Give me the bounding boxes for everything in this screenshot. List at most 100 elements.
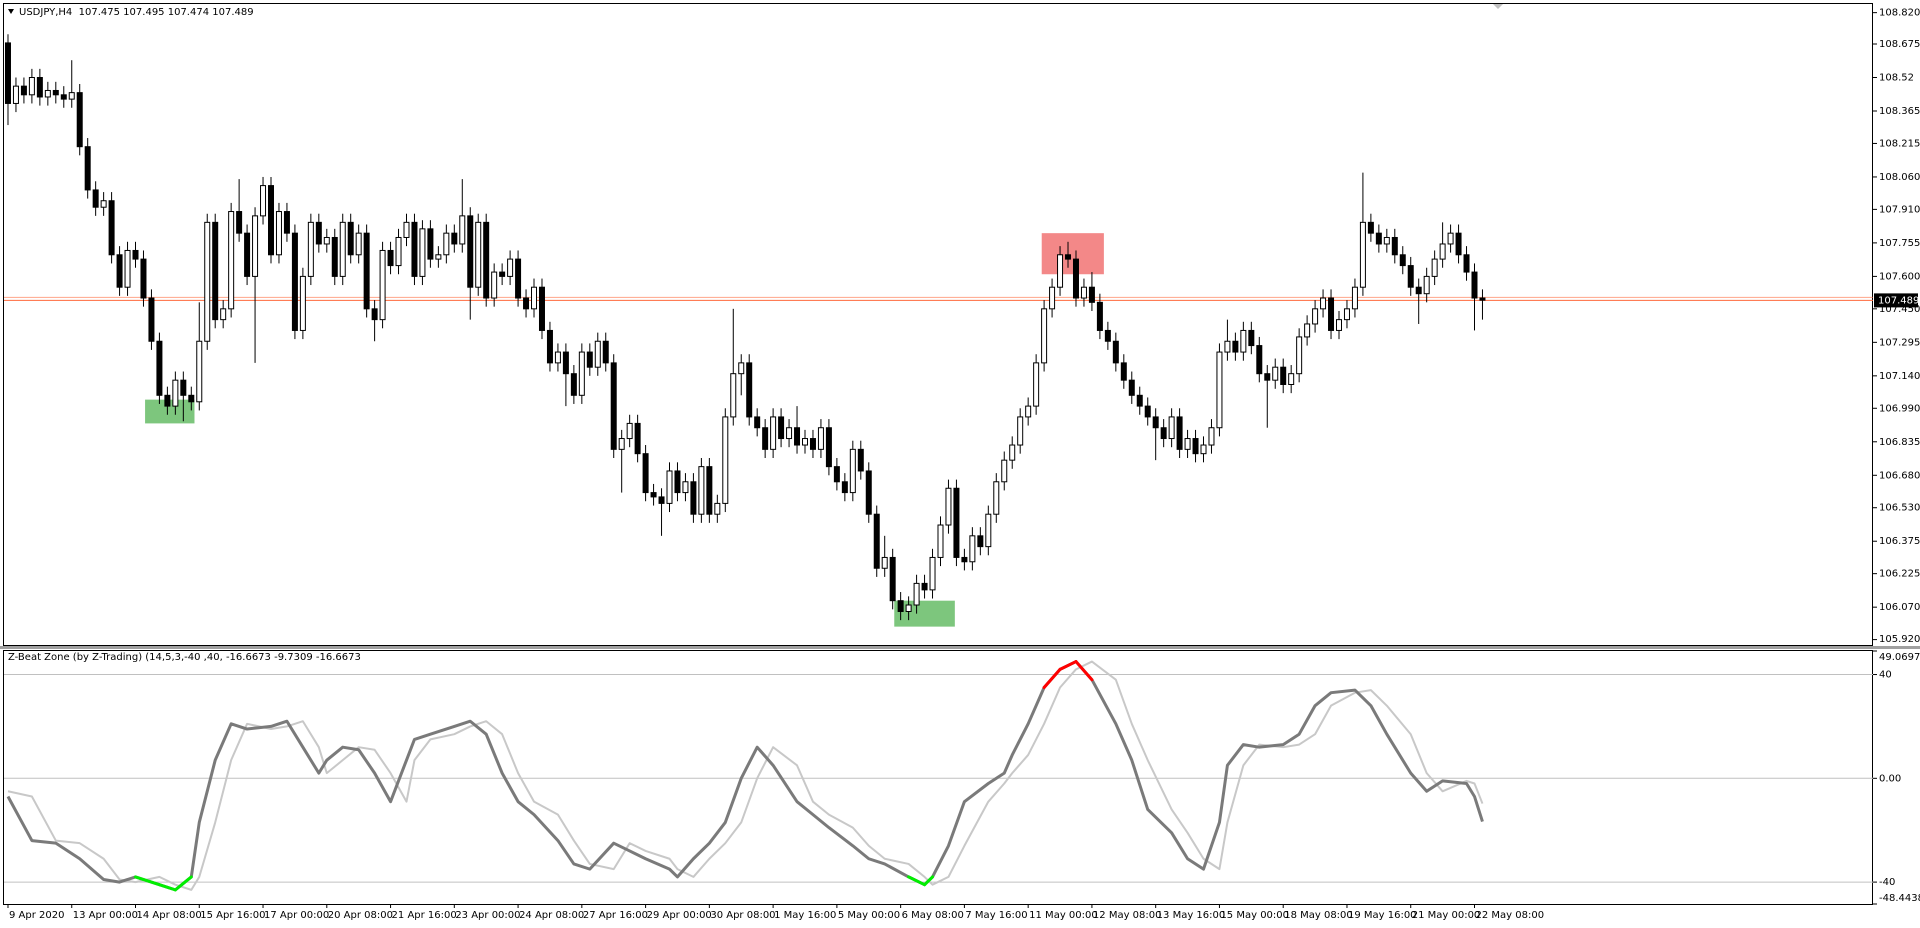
- candle-body: [1017, 416, 1024, 446]
- candle-body: [674, 470, 681, 494]
- x-tick-label: 30 Apr 08:00: [710, 910, 775, 921]
- candle-body: [546, 329, 553, 364]
- candle-body: [762, 427, 769, 450]
- candle-body: [817, 427, 824, 450]
- x-tick-label: 1 May 16:00: [774, 910, 836, 921]
- candle-body: [1455, 232, 1462, 256]
- x-tick-label: 27 Apr 16:00: [583, 910, 648, 921]
- y-tick-label: 106.375: [1879, 536, 1920, 547]
- candle-body: [148, 297, 155, 342]
- candle-body: [905, 604, 912, 612]
- candle-body: [658, 496, 665, 504]
- y-tick-label: -48.4438: [1879, 893, 1920, 904]
- y-tick-label: 106.070: [1879, 602, 1920, 613]
- candle-body: [578, 351, 585, 396]
- candle-body: [985, 513, 992, 548]
- candle-body: [164, 394, 171, 407]
- candle-body: [475, 221, 482, 288]
- candle-body: [228, 211, 235, 310]
- candle-body: [778, 416, 785, 440]
- candle-body: [100, 200, 107, 208]
- candle-body: [1415, 286, 1422, 295]
- candle-body: [1128, 379, 1135, 396]
- candle-body: [642, 453, 649, 494]
- x-tick-label: 12 May 08:00: [1093, 910, 1162, 921]
- candle-body: [1065, 254, 1072, 260]
- candle-body: [1192, 438, 1199, 455]
- x-tick-label: 23 Apr 00:00: [455, 910, 520, 921]
- candle-body: [1264, 373, 1271, 381]
- indicator-line: [6, 660, 1484, 892]
- candle-body: [961, 556, 968, 563]
- candle-body: [802, 438, 808, 446]
- price-label-box: [1874, 293, 1918, 308]
- candle-body: [1304, 323, 1311, 338]
- candle-body: [602, 340, 609, 364]
- price-panel-frame: [3, 3, 1873, 646]
- extreme-segment: [1058, 660, 1078, 671]
- candle-body: [491, 271, 498, 299]
- candle-body: [371, 308, 378, 321]
- candle-body: [865, 470, 872, 515]
- candle-body: [881, 556, 888, 569]
- symbol-menu-arrow[interactable]: [8, 9, 14, 14]
- candle-body: [323, 236, 330, 245]
- extreme-segment: [157, 883, 177, 892]
- candle-body: [1280, 366, 1287, 385]
- y-tick-label: 107.910: [1879, 204, 1920, 215]
- candle-body: [260, 185, 267, 217]
- candle-body: [825, 427, 832, 468]
- candle-body: [1343, 308, 1350, 321]
- zone: [1041, 233, 1104, 275]
- zone: [894, 600, 955, 627]
- candle-body: [1423, 275, 1430, 295]
- candle-body: [212, 221, 219, 321]
- candle-body: [132, 249, 139, 260]
- candle-body: [467, 215, 474, 288]
- candle-body: [291, 232, 298, 331]
- candle-body: [507, 258, 514, 277]
- extreme-segment: [1074, 660, 1094, 682]
- y-tick-label: 107.600: [1879, 271, 1920, 282]
- candle-body: [124, 249, 131, 288]
- x-tick-label: 5 May 00:00: [838, 910, 900, 921]
- candle-body: [499, 271, 506, 277]
- candle-body: [1296, 336, 1303, 375]
- candle-body: [1407, 265, 1414, 288]
- y-tick-label: 108.820: [1879, 8, 1920, 19]
- candle-body: [666, 470, 673, 504]
- candle-body: [44, 89, 51, 98]
- candle-body: [443, 232, 450, 256]
- indicator-title: Z-Beat Zone (by Z-Trading) (14,5,3,-40 ,…: [8, 652, 361, 663]
- candle-body: [857, 448, 864, 472]
- candle-body: [275, 211, 282, 256]
- candle-body: [626, 422, 633, 440]
- candle-body: [1104, 329, 1111, 342]
- candle-body: [1248, 329, 1255, 347]
- candle-body: [1200, 444, 1207, 455]
- candle-body: [945, 487, 952, 526]
- candle-body: [1152, 416, 1159, 429]
- candle-body: [236, 211, 243, 234]
- y-tick-label: 107.450: [1879, 304, 1920, 315]
- candle-body: [738, 362, 745, 375]
- y-tick-label: 107.295: [1879, 337, 1920, 348]
- candle-body: [36, 77, 43, 98]
- candle-body: [347, 221, 354, 256]
- candle-body: [1463, 254, 1470, 273]
- candle-body: [395, 236, 402, 267]
- candle-body: [435, 254, 442, 260]
- y-tick-label: 108.215: [1879, 138, 1920, 149]
- x-tick-label: 9 Apr 2020: [9, 910, 64, 921]
- candle-body: [4, 42, 11, 104]
- candle-body: [794, 427, 801, 446]
- candle-body: [427, 228, 434, 260]
- candle-body: [570, 373, 577, 396]
- candle-body: [60, 94, 67, 100]
- candle-body: [1088, 286, 1095, 303]
- candle-body: [1399, 254, 1406, 267]
- candle-body: [841, 481, 848, 494]
- candle-body: [1359, 221, 1366, 288]
